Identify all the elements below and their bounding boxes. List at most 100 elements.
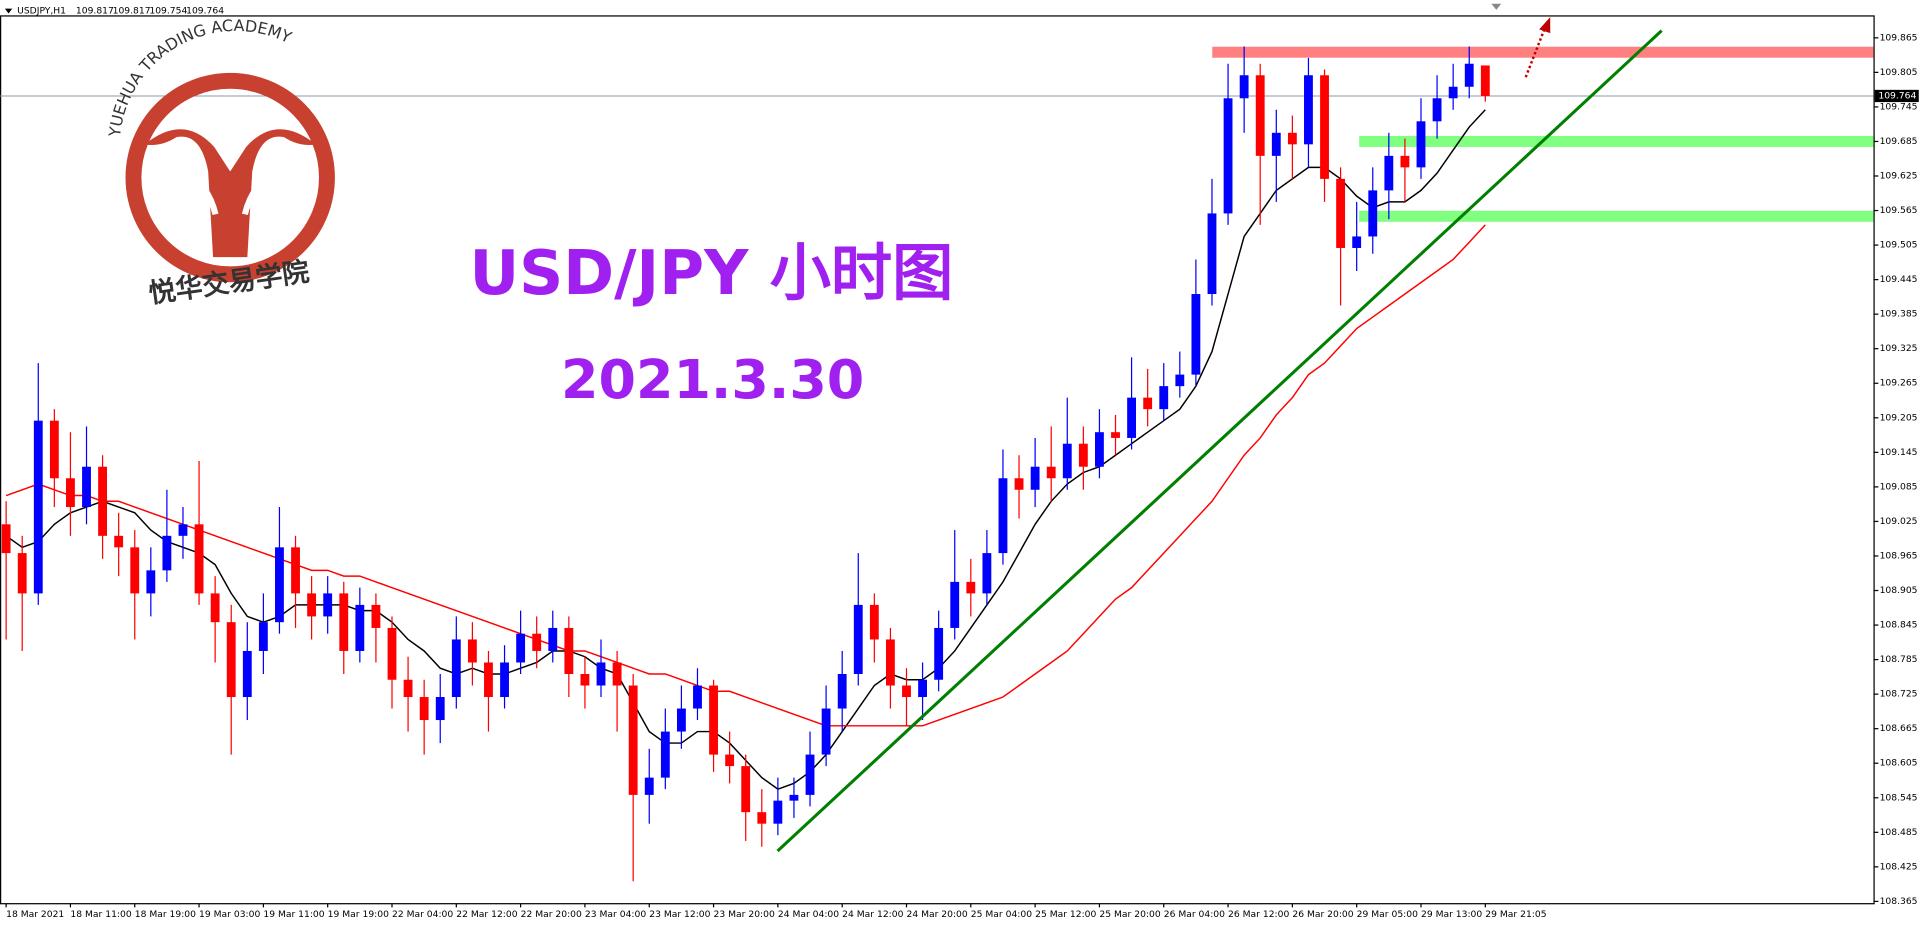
candle-body [789, 794, 799, 801]
candle-body [998, 478, 1008, 554]
y-tick-label: 108.545 [1880, 792, 1918, 803]
candle-body [33, 420, 43, 594]
candle-body [355, 604, 365, 651]
y-tick-label: 109.085 [1880, 481, 1918, 492]
candle-body [291, 547, 300, 594]
candle-body [435, 697, 445, 721]
x-tick-label: 26 Mar 12:00 [1228, 909, 1289, 920]
candle-body [837, 673, 847, 709]
y-tick-label: 108.605 [1880, 758, 1918, 769]
plot-frame [0, 15, 1875, 905]
y-tick-label: 109.505 [1880, 240, 1918, 251]
candle-body [1255, 75, 1265, 156]
symbol: USDJPY,H1 [17, 6, 66, 17]
logo-detail [182, 168, 279, 216]
x-tick-label: 18 Mar 19:00 [135, 909, 196, 920]
candle-body [1062, 443, 1072, 479]
logo-ring [125, 72, 335, 283]
price-tag [1874, 89, 1919, 103]
y-tick-label: 109.565 [1880, 205, 1918, 216]
y-tick-label: 108.845 [1880, 620, 1918, 631]
x-tick-label: 24 Mar 04:00 [778, 909, 839, 920]
candle-body [242, 650, 252, 698]
candle-body [564, 627, 574, 674]
level-zone [1359, 210, 1874, 222]
arrow-head [1539, 17, 1551, 34]
arrow-shaft [1524, 26, 1547, 78]
candle-body [1448, 86, 1458, 99]
x-tick-label: 22 Mar 12:00 [456, 909, 517, 920]
y-tick-label: 108.965 [1880, 550, 1918, 561]
candle-body [1127, 397, 1137, 438]
price-tag-label: 109.764 [1878, 90, 1916, 101]
candle-body [628, 685, 638, 795]
candle-body [1352, 236, 1362, 248]
candle-body [1159, 386, 1169, 410]
x-tick-label: 22 Mar 04:00 [392, 909, 453, 920]
chart-subtitle: 2021.3.30 [561, 348, 864, 411]
candle-body [66, 478, 75, 508]
candle-body [1271, 132, 1281, 156]
x-tick-label: 29 Mar 21:05 [1485, 909, 1546, 920]
candle-body [49, 420, 59, 479]
candle-body [644, 777, 654, 795]
header-open: 109.817 [76, 6, 114, 17]
candle-body [419, 697, 429, 721]
y-tick-label: 109.745 [1880, 101, 1918, 112]
y-tick-label: 109.025 [1880, 516, 1918, 527]
candle-body [500, 662, 509, 698]
y-tick-label: 109.805 [1880, 67, 1918, 78]
shift-marker [1491, 3, 1502, 10]
y-tick-label: 108.485 [1880, 827, 1918, 838]
candle-body [612, 662, 622, 686]
y-tick-label: 109.385 [1880, 309, 1918, 320]
candle-body [1320, 75, 1329, 179]
x-tick-label: 19 Mar 11:00 [263, 909, 324, 920]
candle-body [982, 553, 992, 594]
x-tick-label: 26 Mar 20:00 [1292, 909, 1353, 920]
candle-body [805, 754, 815, 795]
candle-body [451, 639, 461, 698]
level-zone [1359, 135, 1874, 147]
x-tick-label: 26 Mar 04:00 [1164, 909, 1225, 920]
candle-body [194, 524, 204, 594]
y-tick-label: 109.205 [1880, 412, 1918, 423]
x-tick-label: 18 Mar 11:00 [70, 909, 131, 920]
x-tick-label: 25 Mar 04:00 [971, 909, 1032, 920]
candle-body [387, 627, 397, 680]
x-tick-label: 24 Mar 12:00 [842, 909, 903, 920]
candle-body [709, 685, 718, 755]
x-tick-label: 18 Mar 2021 [6, 909, 64, 920]
y-tick-label: 109.265 [1880, 378, 1918, 389]
x-tick-label: 24 Mar 20:00 [906, 909, 967, 920]
candle-body [1, 524, 11, 554]
candle-body [934, 627, 944, 680]
candle-body [918, 679, 927, 698]
y-tick-label: 109.685 [1880, 136, 1918, 147]
candle-body [1175, 374, 1185, 387]
candle-body [1304, 75, 1313, 145]
y-tick-label: 109.625 [1880, 170, 1918, 181]
candle-body [853, 604, 863, 674]
candle-body [548, 627, 558, 651]
y-tick-label: 108.425 [1880, 861, 1918, 872]
y-tick-label: 109.145 [1880, 447, 1918, 458]
y-tick-label: 109.865 [1880, 32, 1918, 43]
header-low: 109.754 [149, 6, 187, 17]
candle-body [339, 593, 349, 651]
candle-body [1014, 478, 1024, 490]
candle-body [114, 535, 124, 548]
candle-body [307, 593, 317, 617]
candle-body [98, 466, 108, 536]
candle-body [757, 812, 767, 824]
candle-body [1336, 178, 1346, 248]
candle-body [1432, 98, 1442, 122]
candle-body [741, 766, 751, 813]
x-tick-label: 22 Mar 20:00 [521, 909, 582, 920]
y-tick-label: 108.905 [1880, 585, 1918, 596]
candle-body [950, 581, 960, 628]
candle-body [1464, 63, 1474, 87]
candle-body [146, 570, 156, 594]
candle-body [660, 731, 670, 778]
